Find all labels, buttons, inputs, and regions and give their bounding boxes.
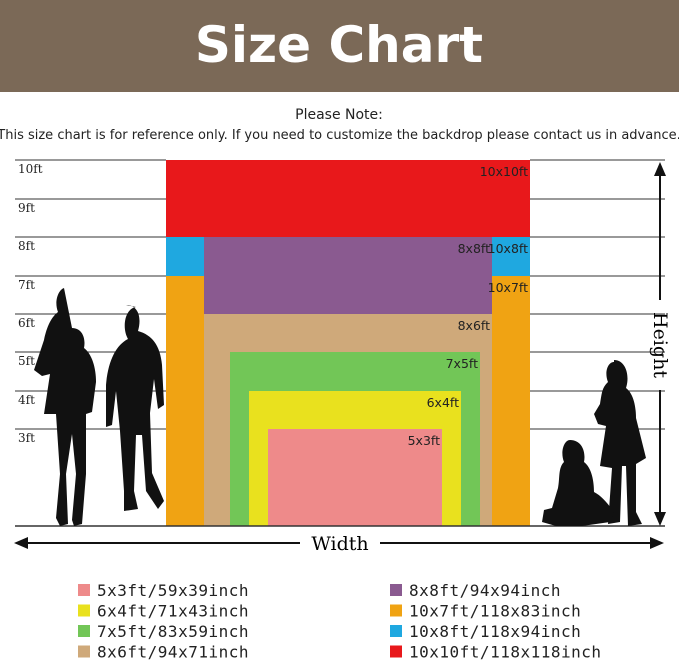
header-band [0,0,679,92]
legend-text: 5x3ft/59x39inch [97,581,249,600]
legend-text: 10x7ft/118x83inch [409,602,581,621]
legend-swatch [390,625,402,637]
height-tick-label: 5ft [18,354,35,368]
legend-text: 8x8ft/94x94inch [409,581,561,600]
legend-swatch [78,625,90,637]
man-silhouette [106,305,164,511]
note-heading: Please Note: [295,107,383,123]
height-tick-label: 10ft [18,162,43,176]
height-tick-label: 6ft [18,316,35,330]
legend-swatch [390,645,402,658]
width-label: Width [311,533,368,555]
silhouettes [34,288,646,526]
height-tick-label: 8ft [18,239,35,253]
size-label: 8x8ft [458,241,490,256]
legend-swatch [390,604,402,617]
legend-swatch [78,645,90,658]
width-arrow [14,537,664,549]
legend-text: 10x10ft/118x118inch [409,643,602,662]
legend-text: 6x4ft/71x43inch [97,602,249,621]
size-label: 8x6ft [458,318,490,333]
size-label: 5x3ft [408,433,440,448]
size-label: 10x10ft [480,164,528,179]
note-text: This size chart is for reference only. I… [0,128,679,143]
legend-swatch [390,584,402,596]
height-tick-label: 7ft [18,278,35,292]
size-label: 10x8ft [488,241,528,256]
title: Size Chart [195,16,483,74]
legend-text: 10x8ft/118x94inch [409,622,581,641]
backdrop-rect [268,429,442,526]
woman-silhouette [34,288,96,526]
rect-layer: 10x10ft 10x8ft 10x7ft 8x8ft 8x6ft 7x5ft 6x4ft 5… [166,160,530,526]
legend-swatch [78,604,90,617]
grid-layer: 10ft 9ft 8ft 7ft 6ft 5ft 4ft 3ft [15,159,665,527]
girl-silhouette [594,360,646,526]
child-silhouette [542,440,614,526]
size-label: 7x5ft [446,356,478,371]
size-label: 10x7ft [488,280,528,295]
height-arrow [654,162,666,526]
legend: 5x3ft/59x39inch 6x4ft/71x43inch7x5ft/83x5… [78,581,602,662]
legend-text: 8x6ft/94x71inch [97,643,249,662]
height-label: Height [649,312,671,378]
legend-text: 7x5ft/83x59inch [97,622,249,641]
height-tick-label: 3ft [18,431,35,445]
size-label: 6x4ft [427,395,459,410]
height-tick-label: 4ft [18,393,35,407]
height-tick-label: 9ft [18,201,35,215]
legend-swatch [78,584,90,596]
